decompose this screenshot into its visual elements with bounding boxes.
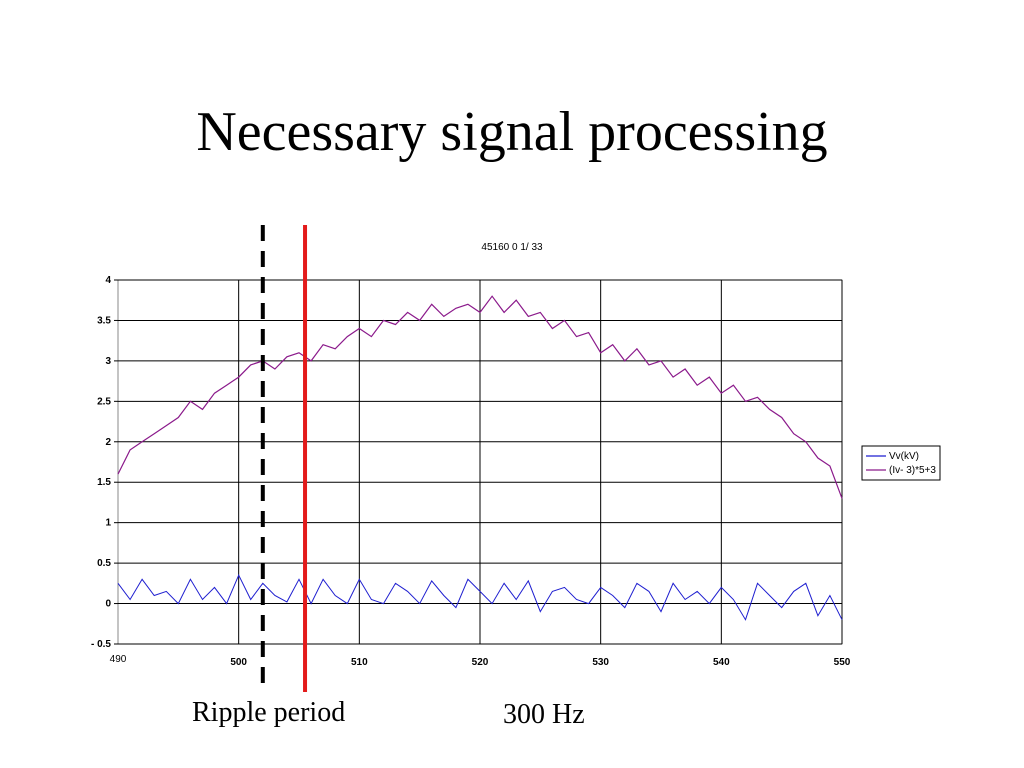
series-line-iv <box>117 295 843 499</box>
y-tick-label: 0 <box>105 599 111 610</box>
y-tick-label: 3.5 <box>97 315 111 326</box>
x-tick-label: 540 <box>713 657 730 668</box>
x-tick-label: 520 <box>472 657 489 668</box>
grid-layer <box>114 279 843 645</box>
slide-title: Necessary signal processing <box>196 101 828 163</box>
caption-frequency: 300 Hz <box>503 699 585 730</box>
y-tick-label: 4 <box>105 275 111 286</box>
legend-label: Vv(kV) <box>889 451 919 462</box>
x-tick-label: 500 <box>230 657 247 668</box>
x-tick-label: 530 <box>592 657 609 668</box>
series-layer <box>117 295 843 621</box>
y-tick-label: 1.5 <box>97 477 111 488</box>
series-line-vv <box>117 574 843 621</box>
legend: Vv(kV) (Iv- 3)*5+3 <box>861 445 941 481</box>
caption-ripple-period: Ripple period <box>192 697 346 728</box>
y-tick-label: - 0.5 <box>91 639 111 650</box>
x-tick-label: 550 <box>834 657 851 668</box>
marker-layer <box>260 225 308 692</box>
legend-label: (Iv- 3)*5+3 <box>889 465 936 476</box>
x-tick-label: 490 <box>110 654 127 665</box>
chart-title: 45160 0 1/ 33 <box>481 242 543 253</box>
y-tick-label: 0.5 <box>97 558 111 569</box>
x-tick-label: 510 <box>351 657 368 668</box>
y-tick-label: 2.5 <box>97 396 111 407</box>
y-tick-label: 3 <box>105 356 111 367</box>
y-tick-label: 2 <box>105 437 111 448</box>
axis-labels: 4 3.5 3 2.5 2 1.5 1 0.5 0 - 0.5 490 500 510 520 530 540… <box>91 275 851 668</box>
legend-box <box>861 445 941 481</box>
y-tick-label: 1 <box>105 518 111 529</box>
